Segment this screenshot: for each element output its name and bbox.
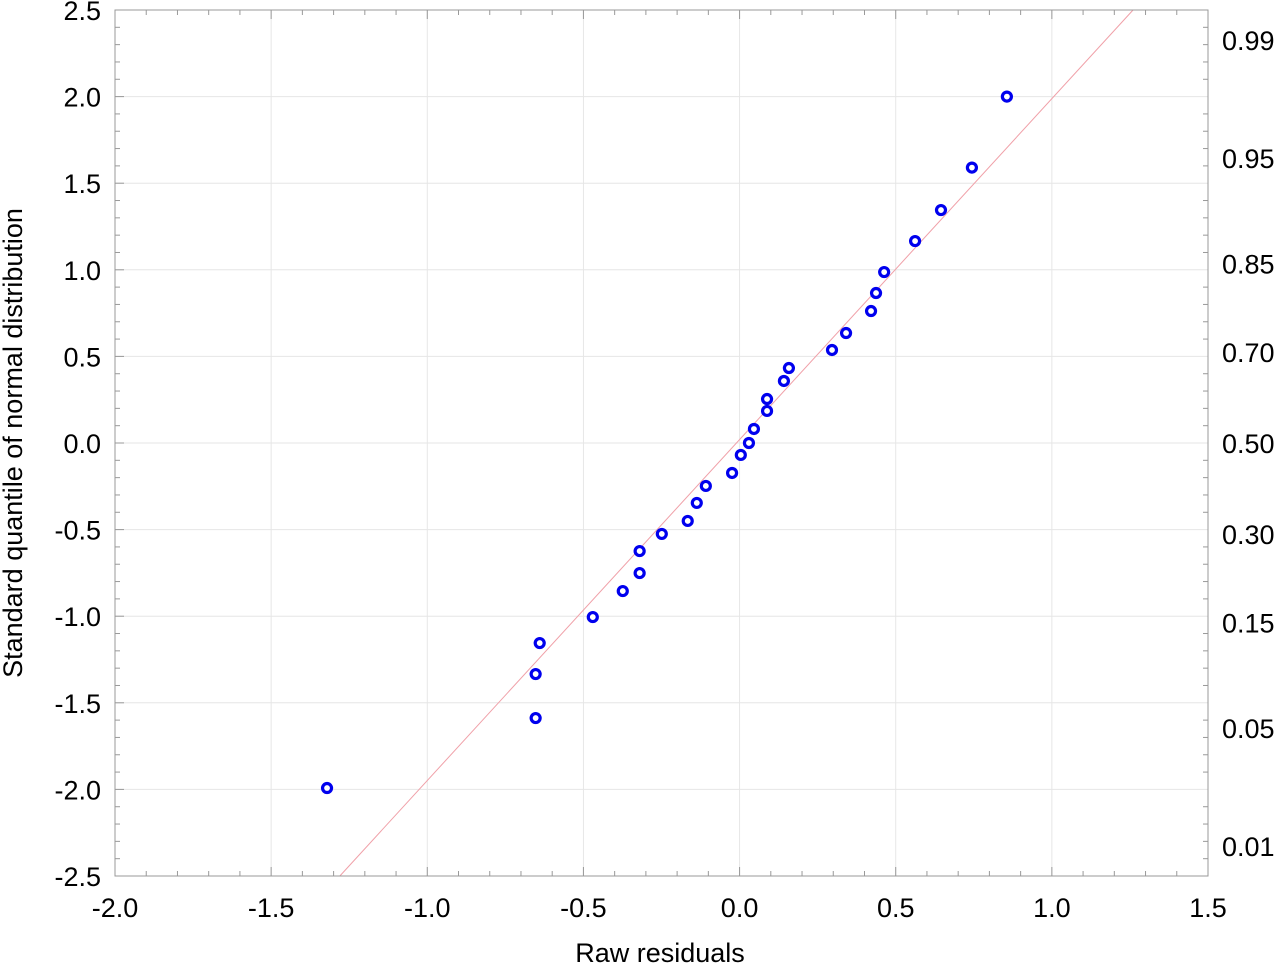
right-tick-label: 0.01 bbox=[1222, 832, 1275, 862]
data-point bbox=[529, 711, 542, 725]
reference-line bbox=[339, 9, 1134, 877]
data-point bbox=[777, 374, 791, 388]
x-tick-label: 1.0 bbox=[1033, 893, 1071, 923]
right-tick-label: 0.99 bbox=[1222, 26, 1275, 56]
y-tick-label: 2.5 bbox=[63, 0, 101, 26]
data-point bbox=[878, 265, 891, 279]
right-tick-label: 0.30 bbox=[1222, 520, 1275, 550]
data-point bbox=[529, 667, 542, 681]
data-point bbox=[747, 422, 761, 436]
x-tick-label: 1.5 bbox=[1189, 893, 1227, 923]
data-point bbox=[725, 466, 739, 480]
y-tick-label: -1.5 bbox=[54, 689, 101, 719]
data-point bbox=[533, 636, 546, 650]
right-tick-label: 0.05 bbox=[1222, 714, 1275, 744]
x-tick-label: 0.0 bbox=[721, 893, 759, 923]
y-tick-label: 0.5 bbox=[63, 342, 101, 372]
data-points bbox=[320, 90, 1013, 795]
right-tick-label: 0.95 bbox=[1222, 144, 1275, 174]
y-tick-label: -2.5 bbox=[54, 862, 101, 892]
data-point bbox=[908, 234, 922, 248]
x-tick-label: -0.5 bbox=[560, 893, 607, 923]
data-point bbox=[869, 286, 883, 300]
right-tick-label: 0.85 bbox=[1222, 249, 1275, 279]
data-point bbox=[633, 544, 646, 558]
tick-labels: -2.0 -1.5 -1.0 -0.5 0.0 0.5 1.0 1.5-2.5-2.0-1.5… bbox=[54, 0, 1274, 923]
data-point bbox=[320, 781, 334, 795]
grid bbox=[114, 9, 1209, 877]
data-point bbox=[825, 343, 839, 357]
right-tick-label: 0.70 bbox=[1222, 338, 1275, 368]
x-tick-label: -1.5 bbox=[248, 893, 295, 923]
data-point bbox=[864, 304, 878, 318]
y-tick-label: 0.0 bbox=[63, 429, 101, 459]
data-point bbox=[839, 326, 853, 340]
data-point bbox=[586, 610, 599, 624]
x-tick-label: -1.0 bbox=[404, 893, 451, 923]
y-tick-label: 2.0 bbox=[63, 83, 101, 113]
data-point bbox=[616, 584, 629, 598]
data-point bbox=[734, 448, 747, 462]
y-tick-label: -1.0 bbox=[54, 602, 101, 632]
ticks bbox=[114, 9, 1209, 877]
x-tick-label: -2.0 bbox=[92, 893, 139, 923]
data-point bbox=[742, 436, 756, 450]
y-axis-label: Standard quantile of normal distribution bbox=[0, 208, 28, 678]
data-point bbox=[690, 496, 703, 510]
data-point bbox=[760, 392, 774, 406]
data-point bbox=[699, 479, 712, 493]
data-point bbox=[965, 161, 979, 174]
x-tick-label: 0.5 bbox=[877, 893, 915, 923]
y-tick-label: 1.5 bbox=[63, 169, 101, 199]
data-point bbox=[782, 361, 796, 375]
data-point bbox=[681, 514, 694, 528]
x-axis-label: Raw residuals bbox=[575, 938, 745, 964]
right-tick-label: 0.50 bbox=[1222, 429, 1275, 459]
data-point bbox=[1000, 90, 1013, 103]
data-point bbox=[760, 404, 774, 418]
y-tick-label: -2.0 bbox=[54, 775, 101, 805]
data-point bbox=[633, 566, 646, 580]
y-tick-label: -0.5 bbox=[54, 516, 101, 546]
right-tick-label: 0.15 bbox=[1222, 609, 1275, 639]
y-tick-label: 1.0 bbox=[63, 256, 101, 286]
data-point bbox=[934, 203, 948, 217]
data-point bbox=[655, 527, 668, 541]
